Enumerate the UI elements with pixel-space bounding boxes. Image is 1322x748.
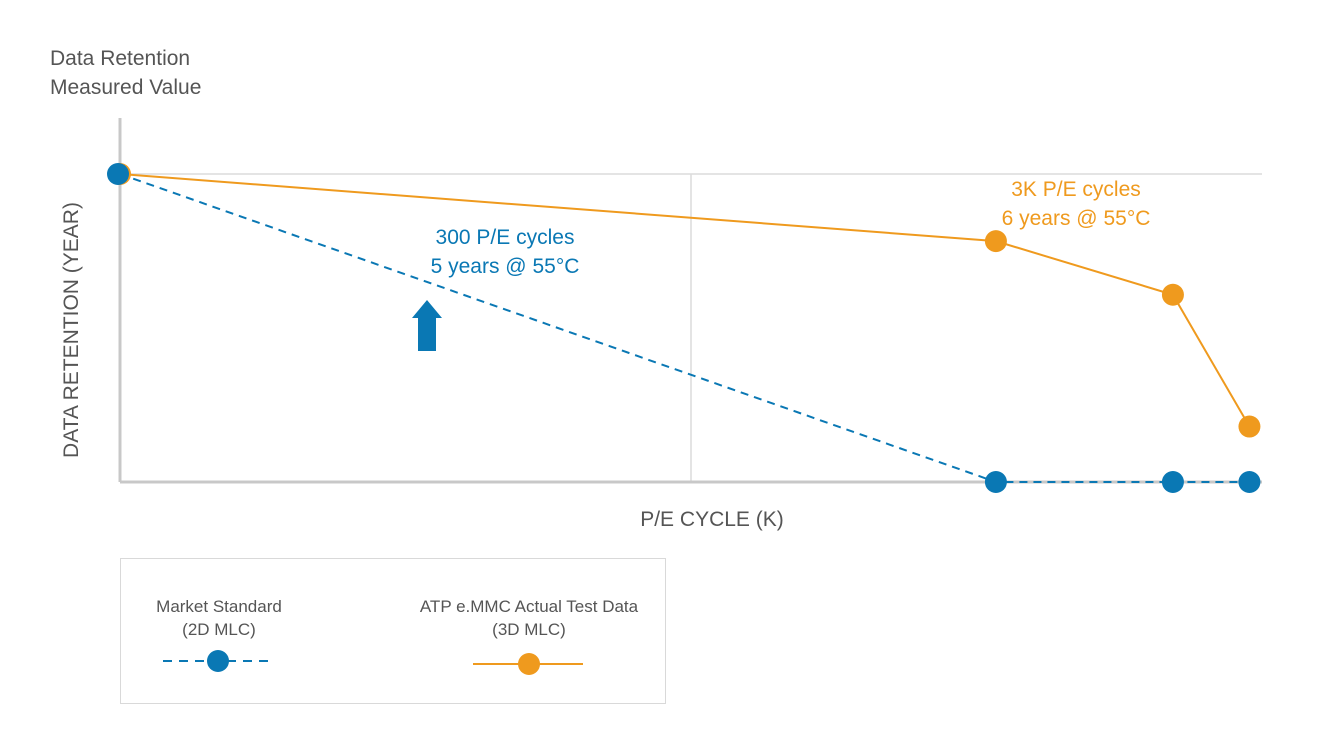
legend-label-atp-line-2: (3D MLC) xyxy=(492,620,566,639)
y-axis-label: DATA RETENTION (YEAR) xyxy=(60,202,83,458)
legend-item-market-standard: Market Standard (2D MLC) xyxy=(121,595,317,641)
series-line-0 xyxy=(119,173,1250,483)
data-point-series0-3 xyxy=(1238,471,1261,493)
data-point-series1-2 xyxy=(1161,283,1184,306)
data-points xyxy=(107,163,1261,493)
legend-item-atp-emmc: ATP e.MMC Actual Test Data (3D MLC) xyxy=(391,595,667,641)
data-point-series1-1 xyxy=(984,230,1007,253)
data-point-series0-2 xyxy=(1161,471,1184,493)
chart-title-line-1: Data Retention xyxy=(50,47,191,70)
data-point-series0-1 xyxy=(984,471,1007,493)
data-point-series0-0 xyxy=(107,163,129,185)
series-line-1 xyxy=(119,173,1251,428)
data-point-series1-3 xyxy=(1238,415,1261,438)
up-arrow-icon xyxy=(412,300,442,351)
line-chart: 300 P/E cycles 5 years @ 55°C 3K P/E cyc… xyxy=(60,118,1262,531)
legend-label-market-line-1: Market Standard xyxy=(156,597,282,616)
annotation-market-line-1: 300 P/E cycles xyxy=(436,226,575,249)
series-lines xyxy=(119,173,1251,483)
legend: Market Standard (2D MLC) ATP e.MMC Actua… xyxy=(120,558,666,704)
legend-label-atp-line-1: ATP e.MMC Actual Test Data xyxy=(419,597,639,616)
chart-title: Data Retention Measured Value xyxy=(50,44,201,102)
chart-title-line-2: Measured Value xyxy=(50,76,202,99)
annotations: 300 P/E cycles 5 years @ 55°C 3K P/E cyc… xyxy=(431,178,1151,278)
annotation-atp-line-1: 3K P/E cycles xyxy=(1011,178,1141,201)
legend-label-market-line-2: (2D MLC) xyxy=(182,620,256,639)
annotation-atp-line-2: 6 years @ 55°C xyxy=(1002,207,1151,230)
legend-swatch-atp-emmc xyxy=(473,653,583,675)
grid xyxy=(120,173,1262,482)
legend-swatch-market-standard xyxy=(163,650,271,672)
annotation-market-line-2: 5 years @ 55°C xyxy=(431,255,580,278)
x-axis-label: P/E CYCLE (K) xyxy=(640,508,784,531)
